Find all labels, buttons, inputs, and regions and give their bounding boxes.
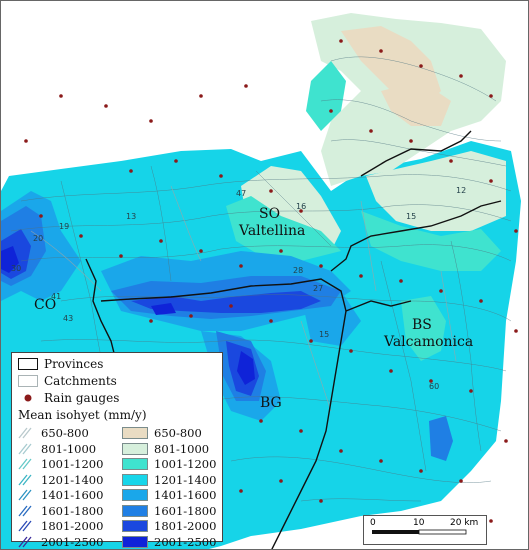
legend-rain-gauges: Rain gauges xyxy=(18,390,119,406)
legend-fill-label: 1401-1600 xyxy=(154,488,217,502)
isohyet-number: 19 xyxy=(59,222,69,231)
legend-fill-swatch xyxy=(122,535,148,548)
legend-line-label: 1001-1200 xyxy=(41,457,104,471)
legend-fill-label: 650-800 xyxy=(154,426,202,440)
isohyet-number: 12 xyxy=(456,186,466,195)
isohyet-line-icon xyxy=(18,489,32,501)
isohyet-number: 41 xyxy=(51,292,61,301)
legend-line-class: 1201-1400 xyxy=(18,472,103,488)
legend-fill-swatch xyxy=(122,473,148,486)
band-1001-1200-a xyxy=(306,61,346,131)
legend-fill-swatch xyxy=(122,489,148,501)
legend-isohyet-title: Mean isohyet (mm/y) xyxy=(18,408,147,422)
label-bs: BS xyxy=(412,317,432,333)
legend-fill-label: 1201-1400 xyxy=(154,472,217,487)
label-co: CO xyxy=(34,297,57,313)
band-2001-2500-a xyxy=(1,246,19,273)
label-so: SO xyxy=(259,206,281,222)
isohyet-number: 27 xyxy=(313,284,323,293)
legend-line-label: 650-800 xyxy=(41,426,89,440)
legend-line-label: 1801-2000 xyxy=(41,519,104,533)
legend-line-class: 1801-2000 xyxy=(18,518,103,534)
isohyet-numbers: 20 30 19 43 13 16 15 12 28 27 41 47 15 6… xyxy=(11,186,466,391)
isohyet-number: 15 xyxy=(406,212,416,221)
isohyet-number: 15 xyxy=(319,330,329,339)
isohyet-number: 16 xyxy=(296,202,306,211)
isohyet-number: 28 xyxy=(293,266,303,275)
scale-bar-graphic xyxy=(372,529,467,535)
isohyet-number: 47 xyxy=(236,189,246,198)
scale-label-0: 0 xyxy=(370,518,376,528)
legend-line-class: 1001-1200 xyxy=(18,456,103,472)
legend-line-label: 801-1000 xyxy=(41,441,97,456)
scale-label-10: 10 xyxy=(413,518,425,528)
legend-catchments: Catchments xyxy=(18,373,117,389)
legend-fill-class: 2001-2500 xyxy=(122,534,216,550)
legend-line-label: 1601-1800 xyxy=(41,503,104,518)
label-valcamonica: Valcamonica xyxy=(384,334,474,350)
isohyet-number: 30 xyxy=(11,264,21,273)
catchment-symbol xyxy=(18,375,38,387)
isohyet-line-icon xyxy=(18,443,32,454)
legend-line-class: 650-800 xyxy=(18,425,89,441)
legend-rain-gauges-label: Rain gauges xyxy=(44,391,120,405)
legend-fill-swatch xyxy=(122,427,148,439)
legend-fill-label: 801-1000 xyxy=(154,441,210,456)
province-borders xyxy=(85,130,502,549)
legend-line-class: 1401-1600 xyxy=(18,487,103,503)
legend-fill-class: 1401-1600 xyxy=(122,487,216,503)
isohyet-line-icon xyxy=(18,520,32,532)
legend-fill-label: 2001-2500 xyxy=(154,534,217,549)
legend-provinces: Provinces xyxy=(18,356,103,372)
legend-fill-class: 1801-2000 xyxy=(122,518,216,534)
legend-fill-swatch xyxy=(122,442,148,455)
legend-fill-label: 1601-1800 xyxy=(154,503,217,518)
scale-bar: 0 10 20 km xyxy=(363,515,487,545)
isohyet-line-icon xyxy=(18,427,32,439)
legend-fill-swatch xyxy=(122,458,148,470)
isohyet-line-icon xyxy=(18,505,32,516)
legend-fill-swatch xyxy=(122,504,148,517)
isohyet-number: 60 xyxy=(429,382,439,391)
legend-line-class: 1601-1800 xyxy=(18,503,103,519)
legend-line-class: 2001-2500 xyxy=(18,534,103,550)
legend-fill-class: 1201-1400 xyxy=(122,472,216,488)
legend-line-label: 2001-2500 xyxy=(41,534,104,549)
legend-fill-class: 1001-1200 xyxy=(122,456,216,472)
label-valtellina: Valtellina xyxy=(239,223,306,239)
rain-gauge-icon xyxy=(18,392,38,404)
isohyet-number: 43 xyxy=(63,314,73,323)
legend-catchments-label: Catchments xyxy=(44,374,117,388)
legend-line-class: 801-1000 xyxy=(18,441,96,457)
legend-fill-swatch xyxy=(122,520,148,532)
legend-fill-class: 801-1000 xyxy=(122,441,209,457)
legend-provinces-label: Provinces xyxy=(44,357,104,371)
legend-fill-class: 650-800 xyxy=(122,425,202,441)
legend-fill-label: 1001-1200 xyxy=(154,457,217,471)
map-legend: Provinces Catchments Rain gauges Mean is… xyxy=(11,352,223,549)
legend-fill-class: 1601-1800 xyxy=(122,503,216,519)
isohyet-line-icon xyxy=(18,536,32,547)
legend-line-label: 1201-1400 xyxy=(41,472,104,487)
isohyet-contours xyxy=(10,56,512,502)
rain-gauges xyxy=(24,39,518,523)
province-symbol xyxy=(18,358,38,370)
isohyet-number: 13 xyxy=(126,212,136,221)
legend-line-label: 1401-1600 xyxy=(41,488,104,502)
label-bg: BG xyxy=(260,395,282,411)
isohyet-line-icon xyxy=(18,458,32,470)
scale-label-20: 20 km xyxy=(450,518,479,528)
isohyet-number: 20 xyxy=(33,234,43,243)
isohyet-line-icon xyxy=(18,474,32,485)
legend-fill-label: 1801-2000 xyxy=(154,519,217,533)
